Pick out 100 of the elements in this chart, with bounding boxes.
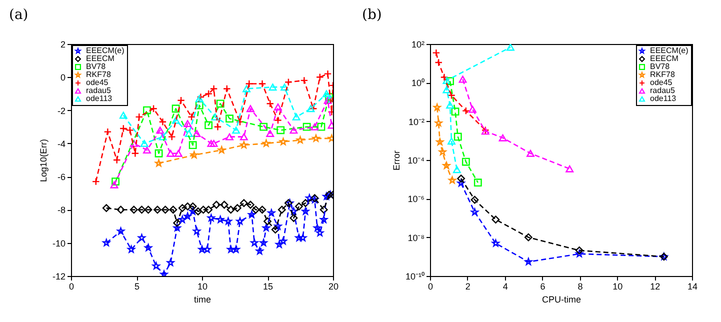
x-axis-title: CPU-time — [542, 294, 582, 304]
point — [320, 206, 328, 214]
point — [432, 48, 440, 57]
point — [143, 106, 151, 114]
point — [212, 200, 220, 209]
point — [177, 96, 185, 104]
x-tick-label: 10 — [612, 282, 623, 292]
point — [216, 216, 224, 223]
point — [138, 206, 146, 214]
point — [457, 174, 466, 182]
x-tick-label: 15 — [262, 282, 274, 292]
point — [144, 206, 152, 214]
x-tick-label: 5 — [134, 282, 140, 292]
point — [150, 104, 158, 113]
point — [266, 130, 274, 137]
point — [440, 73, 448, 82]
point — [112, 178, 120, 186]
point — [452, 166, 461, 174]
point — [296, 136, 304, 144]
legend-label: EEECM — [650, 54, 679, 63]
point — [294, 202, 303, 210]
point — [248, 210, 256, 218]
legend-label: EEECM — [86, 54, 115, 63]
point — [454, 132, 462, 141]
legend-label: radau5 — [86, 86, 112, 95]
y-tick-label: 10⁻¹⁰ — [405, 272, 424, 282]
point — [246, 105, 254, 112]
y-tick-label: 10⁻² — [408, 116, 424, 127]
point — [260, 238, 268, 246]
point — [199, 206, 208, 214]
point — [116, 206, 125, 214]
point — [158, 118, 167, 126]
point — [192, 130, 201, 137]
point — [448, 91, 456, 100]
point — [506, 44, 514, 51]
chart-title: (b) — [362, 7, 382, 23]
point — [262, 224, 270, 232]
point — [268, 84, 277, 91]
point — [116, 227, 125, 235]
point — [278, 206, 286, 214]
point — [194, 207, 202, 216]
point — [220, 200, 228, 209]
x-tick-label: 0 — [68, 282, 74, 292]
point — [188, 112, 196, 121]
point — [446, 77, 454, 86]
point — [140, 140, 148, 147]
point — [184, 120, 192, 128]
point — [271, 226, 280, 234]
point — [184, 130, 193, 137]
point — [172, 116, 180, 124]
point — [166, 258, 174, 266]
x-tick-label: 4 — [502, 282, 508, 292]
point — [448, 138, 456, 145]
x-tick-label: 6 — [540, 282, 546, 292]
legend-label: BV78 — [86, 62, 106, 71]
point — [130, 140, 138, 147]
point — [236, 118, 244, 126]
point — [474, 178, 482, 187]
point — [442, 76, 451, 84]
point — [566, 165, 574, 172]
point — [169, 206, 178, 214]
point — [252, 206, 260, 214]
point — [190, 151, 198, 158]
point — [174, 150, 182, 157]
point — [258, 80, 266, 88]
x-axis-title: time — [194, 294, 212, 304]
x-tick-label: 20 — [328, 282, 339, 292]
point — [258, 206, 266, 214]
point — [446, 102, 454, 109]
point — [316, 73, 324, 82]
x-tick-label: 8 — [578, 282, 583, 292]
x-tick-label: 12 — [650, 282, 660, 292]
point — [104, 128, 112, 136]
point — [324, 70, 332, 78]
point — [274, 116, 282, 124]
point — [204, 90, 213, 98]
point — [290, 207, 298, 215]
y-tick-label: 10⁻⁶ — [408, 194, 425, 204]
point — [195, 101, 204, 110]
point — [154, 149, 163, 158]
y-tick-label: 10⁻⁴ — [408, 156, 425, 166]
point — [102, 204, 110, 212]
y-tick-label: -2 — [57, 106, 66, 116]
point — [188, 141, 197, 150]
point — [276, 126, 285, 134]
point — [302, 207, 310, 215]
point — [264, 217, 272, 226]
point — [302, 122, 311, 131]
y-tick-label: -6 — [57, 172, 66, 182]
legend-label: RKF78 — [650, 70, 676, 79]
point — [492, 216, 500, 224]
x-tick-label: 0 — [428, 282, 434, 292]
point — [173, 219, 182, 227]
chart-title: (a) — [8, 7, 28, 23]
point — [462, 106, 470, 115]
legend-label: radau5 — [650, 86, 676, 95]
point — [290, 214, 298, 222]
point — [284, 78, 292, 86]
point — [156, 126, 164, 134]
point — [226, 114, 234, 123]
